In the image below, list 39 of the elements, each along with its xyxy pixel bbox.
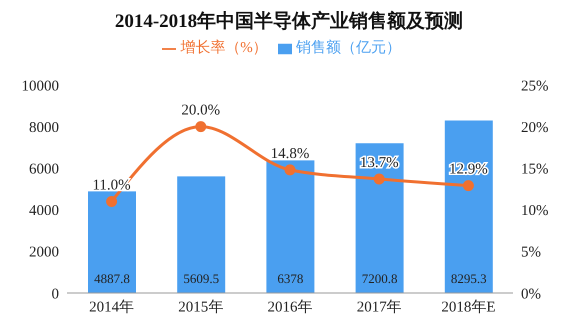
bar [88,191,136,293]
y2-tick-label: 25% [521,78,548,94]
x-tick-label: 2016年 [268,298,312,316]
data-label: 14.8% [270,146,310,162]
data-label: 4887.8 [94,271,130,286]
x-tick-label: 2015年 [178,298,224,316]
y2-tick-label: 15% [521,162,548,178]
y2-tick-label: 20% [521,120,548,136]
y-tick-label: 4000 [29,203,59,220]
y-tick-label: 0 [52,286,59,302]
data-label: 12.9% [449,162,488,178]
point [195,121,206,132]
point [462,180,474,192]
x-tick-label: 2017年 [356,298,402,316]
point [284,164,296,176]
data-label: 5609.5 [183,271,220,286]
y-tick-label: 6000 [29,162,59,178]
bar [356,143,404,293]
data-label: 13.7% [360,155,399,172]
y-tick-label: 10000 [22,78,59,94]
y2-tick-label: 5% [521,244,541,261]
bar [177,176,226,293]
y-tick-label: 2000 [29,244,59,261]
y2-tick-label: 0% [521,286,541,302]
y-tick-label: 8000 [29,120,59,136]
bar [266,160,314,293]
data-label: 6378 [277,271,304,286]
chart-title: 2014-2018年中国半导体产业销售额及预测 [114,10,464,34]
data-label: 20.0% [181,102,220,119]
point [106,196,118,207]
legend-label: 增长率（%） [180,40,268,56]
y2-tick-label: 10% [521,203,548,220]
data-label: 8295.3 [450,271,487,286]
point [374,174,385,185]
bar [444,120,493,293]
x-tick-label: 2014年 [89,298,134,316]
data-label: 7200.8 [362,271,398,286]
legend-label: 销售额（亿元） [296,40,401,56]
x-tick-label: 2018年E [441,298,496,316]
